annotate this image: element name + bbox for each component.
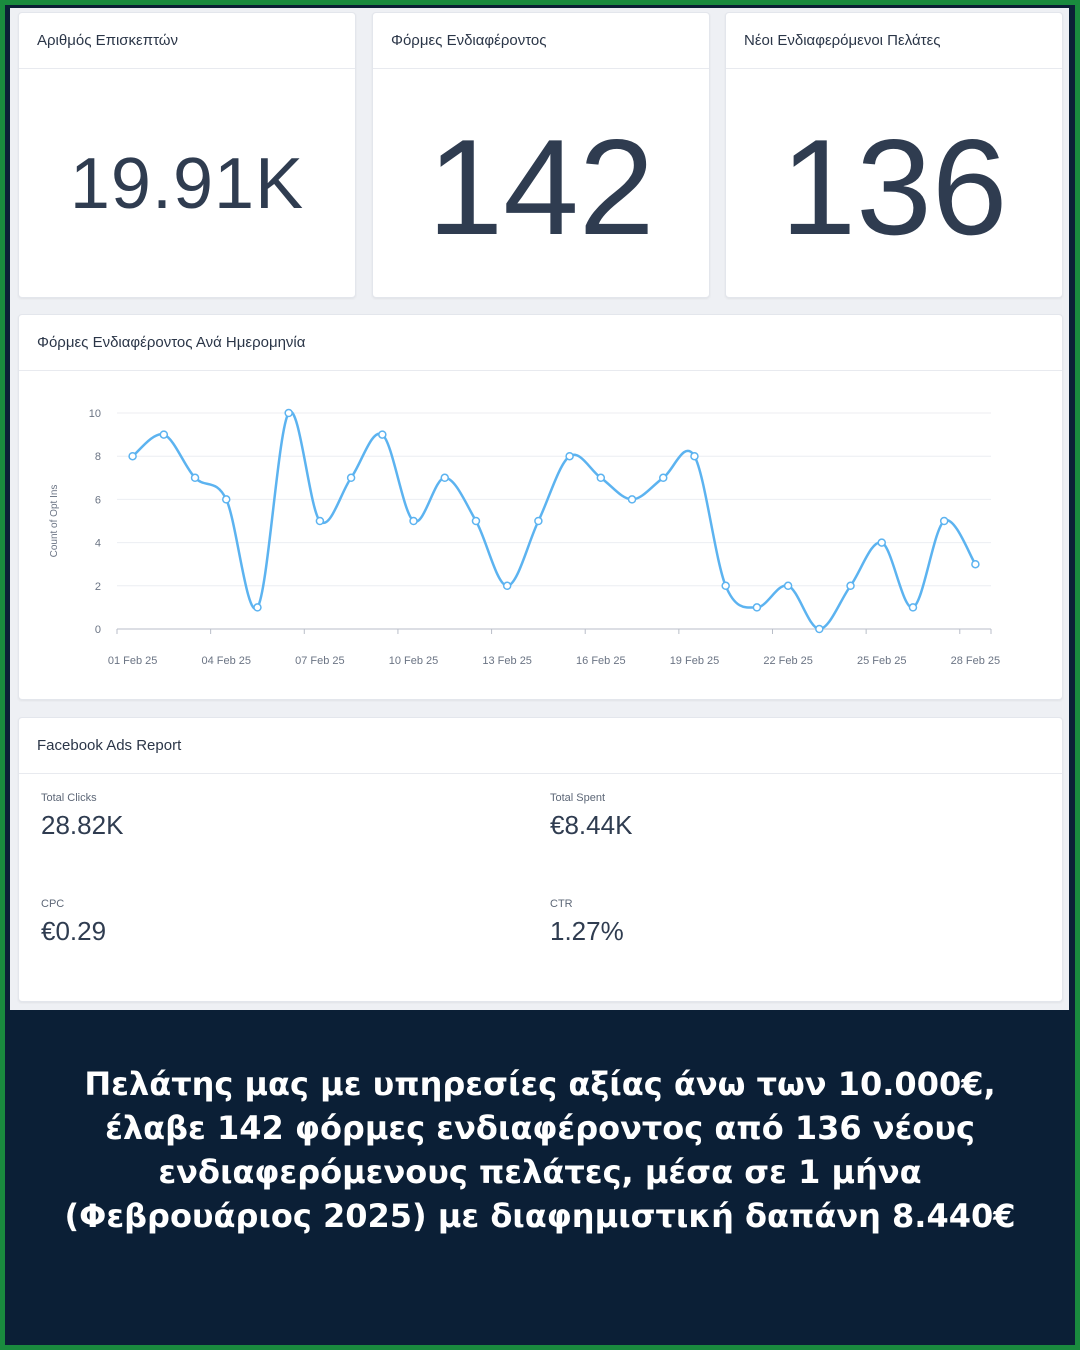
data-point xyxy=(565,451,574,461)
y-tick-label: 10 xyxy=(89,408,101,420)
chart-card: Φόρμες Ενδιαφέροντος Ανά Ημερομηνία 0 2 4 6… xyxy=(18,314,1063,700)
data-point xyxy=(690,451,699,461)
x-tick-label: 22 Feb 25 xyxy=(763,655,813,667)
x-tick-label: 04 Feb 25 xyxy=(201,655,251,667)
data-point xyxy=(159,430,169,439)
metric-total-spent-label: Total Spent xyxy=(550,792,606,804)
y-tick-label: 8 xyxy=(95,451,101,463)
data-point xyxy=(378,430,387,439)
metric-ctr: CTR 1.27% xyxy=(550,898,624,947)
kpi-value-new-clients: 136 xyxy=(780,111,1008,263)
data-point xyxy=(877,538,886,547)
metric-cpc-label: CPC xyxy=(41,898,65,910)
data-point xyxy=(971,559,980,569)
caption-line: (Φεβρουάριος 2025) με διαφημιστική δαπάν… xyxy=(64,1197,1016,1235)
metric-total-clicks: Total Clicks 28.82K xyxy=(41,792,123,841)
data-point xyxy=(815,624,824,634)
caption-line: Πελάτης μας με υπηρεσίες αξίας άνω των 1… xyxy=(84,1065,996,1103)
caption-line: έλαβε 142 φόρμες ενδιαφέροντος από 136 ν… xyxy=(105,1109,975,1147)
data-point xyxy=(253,603,262,612)
data-point xyxy=(315,516,325,526)
metric-cpc-value: €0.29 xyxy=(41,916,107,946)
x-tick-label: 25 Feb 25 xyxy=(857,655,907,667)
data-point xyxy=(752,603,762,612)
kpi-title-forms: Φόρμες Ενδιαφέροντος xyxy=(373,13,709,69)
x-tick-label: 16 Feb 25 xyxy=(576,655,626,667)
data-point xyxy=(627,495,637,504)
data-point xyxy=(471,516,481,526)
kpi-card-new-clients: Νέοι Ενδιαφερόμενοι Πελάτες 136 xyxy=(725,12,1063,298)
line-chart: 0 2 4 6 8 10 01 Feb 25 04 Feb 25 07 Feb 25 10 Feb… xyxy=(49,408,1001,667)
data-point xyxy=(939,516,949,526)
metric-total-spent-value: €8.44K xyxy=(550,810,633,840)
kpi-value-forms: 142 xyxy=(427,111,655,263)
y-tick-label: 6 xyxy=(95,494,101,506)
data-point xyxy=(659,473,668,483)
data-point xyxy=(128,451,137,461)
x-tick-label: 28 Feb 25 xyxy=(951,655,1001,667)
caption-text: Πελάτης μας με υπηρεσίες αξίας άνω των 1… xyxy=(60,1062,1020,1238)
data-point xyxy=(783,581,793,591)
metric-cpc: CPC €0.29 xyxy=(41,898,106,947)
dashboard-panel: Αριθμός Επισκεπτών 19.91K Φόρμες Ενδιαφέ… xyxy=(10,8,1069,1010)
data-point xyxy=(908,603,918,612)
kpi-title-visitors: Αριθμός Επισκεπτών xyxy=(19,13,355,69)
data-point xyxy=(534,516,543,526)
kpi-card-forms: Φόρμες Ενδιαφέροντος 142 xyxy=(372,12,710,298)
kpi-card-visitors: Αριθμός Επισκεπτών 19.91K xyxy=(18,12,356,298)
x-tick-label: 07 Feb 25 xyxy=(295,655,345,667)
data-point xyxy=(721,581,730,591)
metric-total-clicks-label: Total Clicks xyxy=(41,792,97,804)
y-axis-label: Count of Opt Ins xyxy=(49,485,60,558)
data-point xyxy=(346,473,356,483)
data-point xyxy=(284,408,293,418)
data-point xyxy=(409,516,418,526)
x-tick-label: 13 Feb 25 xyxy=(482,655,532,667)
data-point xyxy=(222,495,231,504)
y-tick-label: 4 xyxy=(95,538,101,550)
metric-total-spent: Total Spent €8.44K xyxy=(550,792,632,841)
data-point xyxy=(440,473,449,483)
facebook-ads-title: Facebook Ads Report xyxy=(19,718,1062,774)
data-point xyxy=(502,581,512,591)
x-tick-label: 10 Feb 25 xyxy=(389,655,439,667)
series-line xyxy=(131,410,977,631)
x-tick-label: 01 Feb 25 xyxy=(108,655,158,667)
data-point xyxy=(846,581,855,591)
metric-total-clicks-value: 28.82K xyxy=(41,810,124,840)
metric-ctr-label: CTR xyxy=(550,898,573,910)
kpi-title-new-clients: Νέοι Ενδιαφερόμενοι Πελάτες xyxy=(726,13,1062,69)
caption-line: ενδιαφερόμενους πελάτες, μέσα σε 1 μήνα xyxy=(158,1153,922,1191)
y-tick-label: 0 xyxy=(95,624,101,636)
y-tick-label: 2 xyxy=(95,581,101,593)
x-tick-label: 19 Feb 25 xyxy=(670,655,720,667)
chart-title: Φόρμες Ενδιαφέροντος Ανά Ημερομηνία xyxy=(19,315,1062,371)
data-point xyxy=(190,473,200,483)
metric-ctr-value: 1.27% xyxy=(550,916,624,946)
data-point xyxy=(596,473,606,483)
facebook-ads-card: Facebook Ads Report Total Clicks 28.82K … xyxy=(18,717,1063,1002)
kpi-value-visitors: 19.91K xyxy=(69,144,305,224)
